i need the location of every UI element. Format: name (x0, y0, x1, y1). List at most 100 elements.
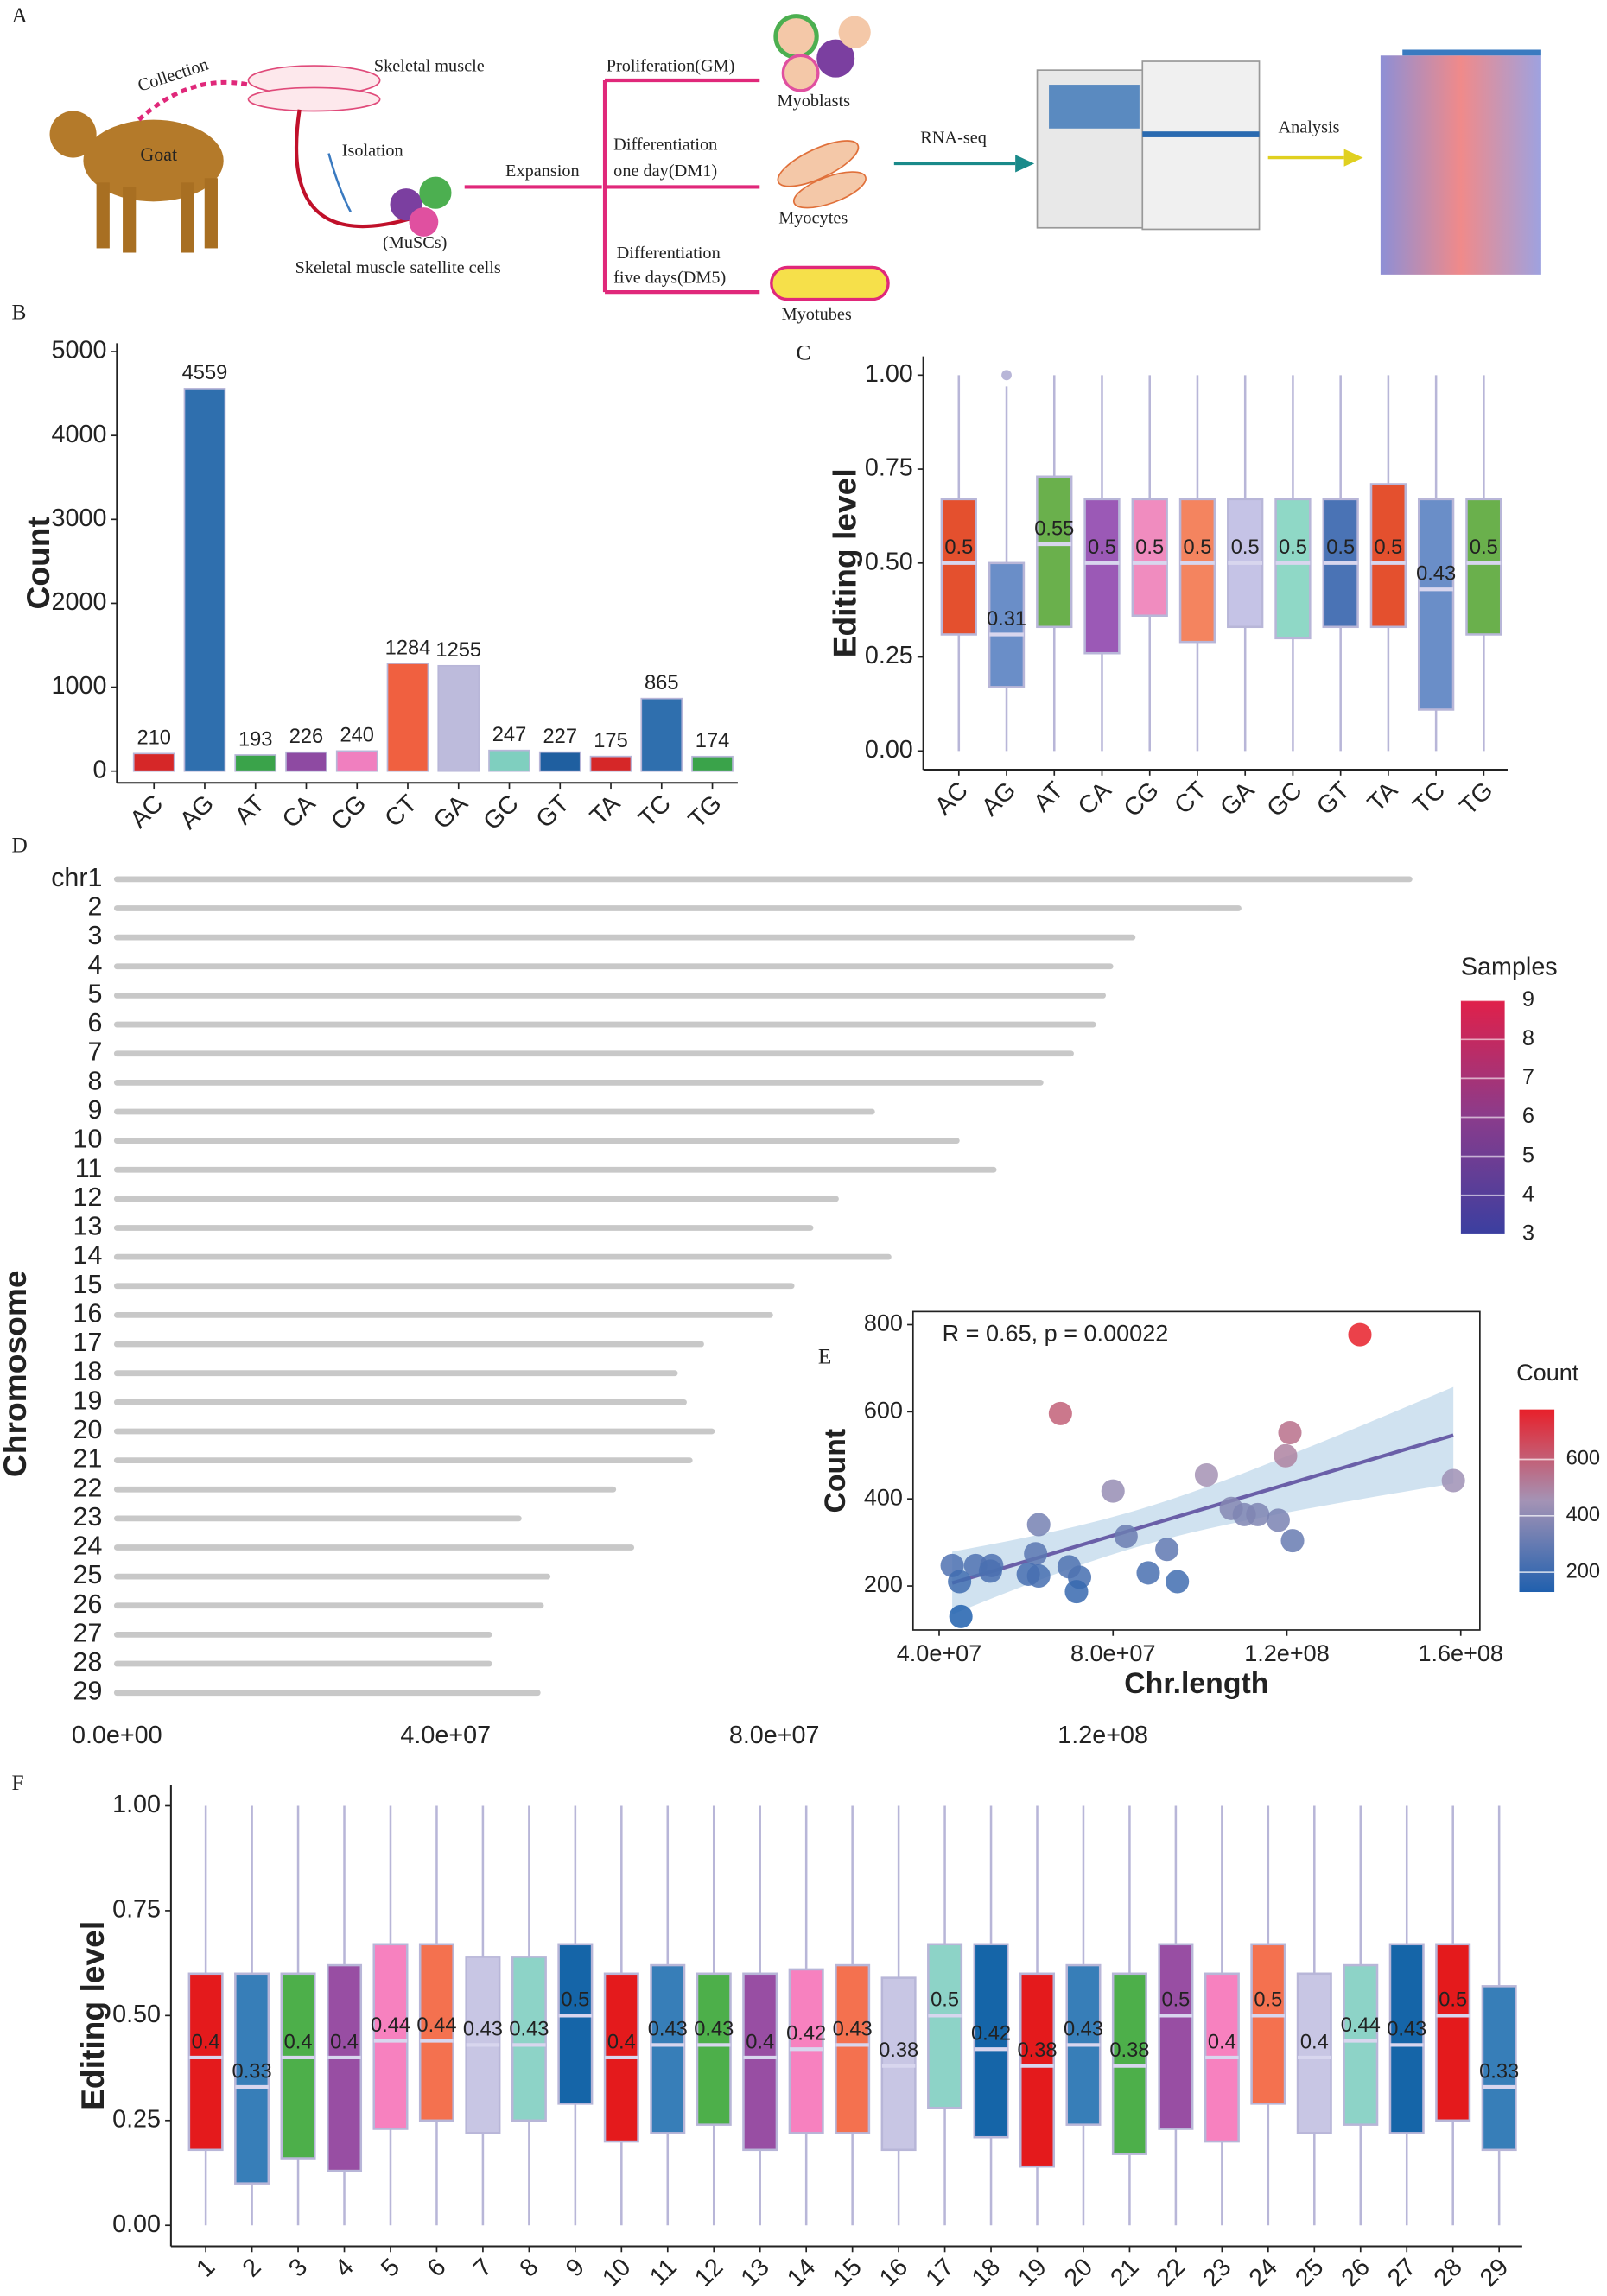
x-tick-label: AC (930, 777, 974, 821)
x-tick-label: 12 (689, 2253, 728, 2292)
value-label: 865 (645, 672, 678, 695)
bar (183, 388, 226, 772)
point (1114, 1525, 1138, 1549)
myocyte (792, 171, 867, 209)
y-tick-label: 3000 (52, 504, 107, 532)
y-tick-label: 25 (73, 1560, 103, 1589)
diagram-shapes (49, 14, 1541, 301)
y-tick-label: 11 (75, 1153, 103, 1183)
x-tick-label: TC (1407, 777, 1451, 820)
median-label: 0.42 (971, 2023, 1011, 2045)
x-tick-label: GT (1312, 777, 1356, 821)
y-tick-label: 20 (73, 1415, 103, 1444)
y-tick-label: 12 (73, 1183, 103, 1212)
y-tick-label: 200 (864, 1571, 903, 1597)
y-axis-title: Count (20, 517, 56, 609)
bar (589, 755, 632, 772)
median-label: 0.44 (416, 2014, 456, 2037)
point (1166, 1570, 1190, 1594)
x-tick-label: 10 (597, 2253, 636, 2292)
x-tick-label: 3 (283, 2253, 313, 2282)
box (1036, 475, 1073, 629)
point (1441, 1468, 1465, 1493)
x-tick-label: TC (633, 790, 676, 833)
y-tick-label: 21 (73, 1444, 103, 1474)
x-tick-label: 1.2e+08 (1058, 1722, 1148, 1749)
x-tick-label: GT (531, 790, 575, 834)
median-label: 0.5 (1374, 536, 1402, 559)
median-label: 0.43 (1064, 2019, 1103, 2041)
myoblast (816, 39, 855, 78)
y-tick-label: 0.00 (112, 2210, 161, 2238)
cell (409, 207, 439, 237)
box (1417, 498, 1455, 711)
median-label: 0.5 (561, 1989, 589, 2012)
y-tick-label: 1.00 (865, 360, 913, 388)
median-label: 0.44 (1341, 2014, 1381, 2037)
y-tick-label: 0.50 (865, 548, 913, 575)
panel-label: C (797, 341, 811, 365)
median-label: 0.5 (1470, 536, 1498, 559)
box (1369, 483, 1407, 629)
x-tick-label: 7 (468, 2253, 498, 2282)
box (1296, 1972, 1332, 2134)
value-label: 210 (137, 727, 170, 750)
goat-leg (123, 187, 137, 253)
y-tick-label: 14 (73, 1240, 103, 1270)
y-tick-label: 0.25 (112, 2105, 161, 2133)
median-label: 0.5 (944, 536, 973, 559)
x-tick-label: 5 (376, 2253, 405, 2282)
point (949, 1604, 973, 1628)
x-tick-label: CT (1169, 777, 1212, 820)
x-tick-label: TG (1455, 777, 1499, 821)
x-tick-label: TA (585, 790, 626, 831)
label: Analysis (1279, 117, 1340, 136)
y-tick-label: 13 (73, 1212, 103, 1241)
median-label: 0.5 (1184, 536, 1212, 559)
legend-title: Samples (1461, 954, 1558, 981)
y-tick-label: 3 (87, 921, 102, 950)
y-tick-label: 27 (73, 1618, 103, 1647)
label: Isolation (342, 142, 403, 161)
y-tick-label: 18 (73, 1357, 103, 1386)
box (1343, 1963, 1379, 2126)
x-tick-label: TG (683, 790, 727, 834)
x-tick-label: 21 (1105, 2253, 1144, 2292)
value-label: 1255 (435, 639, 481, 662)
box (1435, 1943, 1471, 2122)
median-label: 0.5 (1254, 1989, 1282, 2012)
box (788, 1968, 824, 2134)
label: Proliferation(GM) (607, 56, 735, 75)
x-tick-label: 4.0e+07 (897, 1640, 982, 1666)
y-tick-label: 2 (87, 892, 102, 922)
point (948, 1570, 972, 1594)
x-tick-label: 0.0e+00 (72, 1722, 162, 1749)
x-tick-label: AT (230, 790, 270, 830)
x-tick-label: CA (277, 790, 321, 834)
median-label: 0.5 (1231, 536, 1260, 559)
x-tick-label: GA (429, 790, 474, 835)
box (234, 1972, 270, 2185)
x-tick-label: TA (1362, 776, 1404, 817)
x-tick-label: 1.2e+08 (1244, 1640, 1330, 1666)
y-tick-label: 5000 (52, 337, 107, 365)
median-label: 0.4 (284, 2031, 313, 2053)
y-tick-label: 0.25 (865, 642, 913, 669)
median-label: 0.4 (607, 2031, 636, 2053)
y-tick-label: 4 (87, 950, 102, 980)
x-tick-label: CG (326, 790, 372, 835)
label: (MuSCs) (383, 233, 447, 252)
y-tick-label: 19 (73, 1386, 103, 1415)
x-tick-label: 1 (191, 2253, 220, 2282)
x-tick-label: 26 (1337, 2253, 1375, 2292)
heatmap-group-bar (1402, 49, 1541, 56)
box (835, 1963, 871, 2134)
x-tick-label: 24 (1244, 2253, 1283, 2292)
goat-body (83, 119, 224, 202)
x-tick-label: 14 (782, 2253, 821, 2292)
label: Skeletal muscle satellite cells (295, 258, 501, 277)
median-label: 0.4 (192, 2031, 220, 2053)
value-label: 175 (594, 730, 627, 752)
colorbar-label: 5 (1522, 1143, 1534, 1167)
bar (335, 750, 378, 772)
